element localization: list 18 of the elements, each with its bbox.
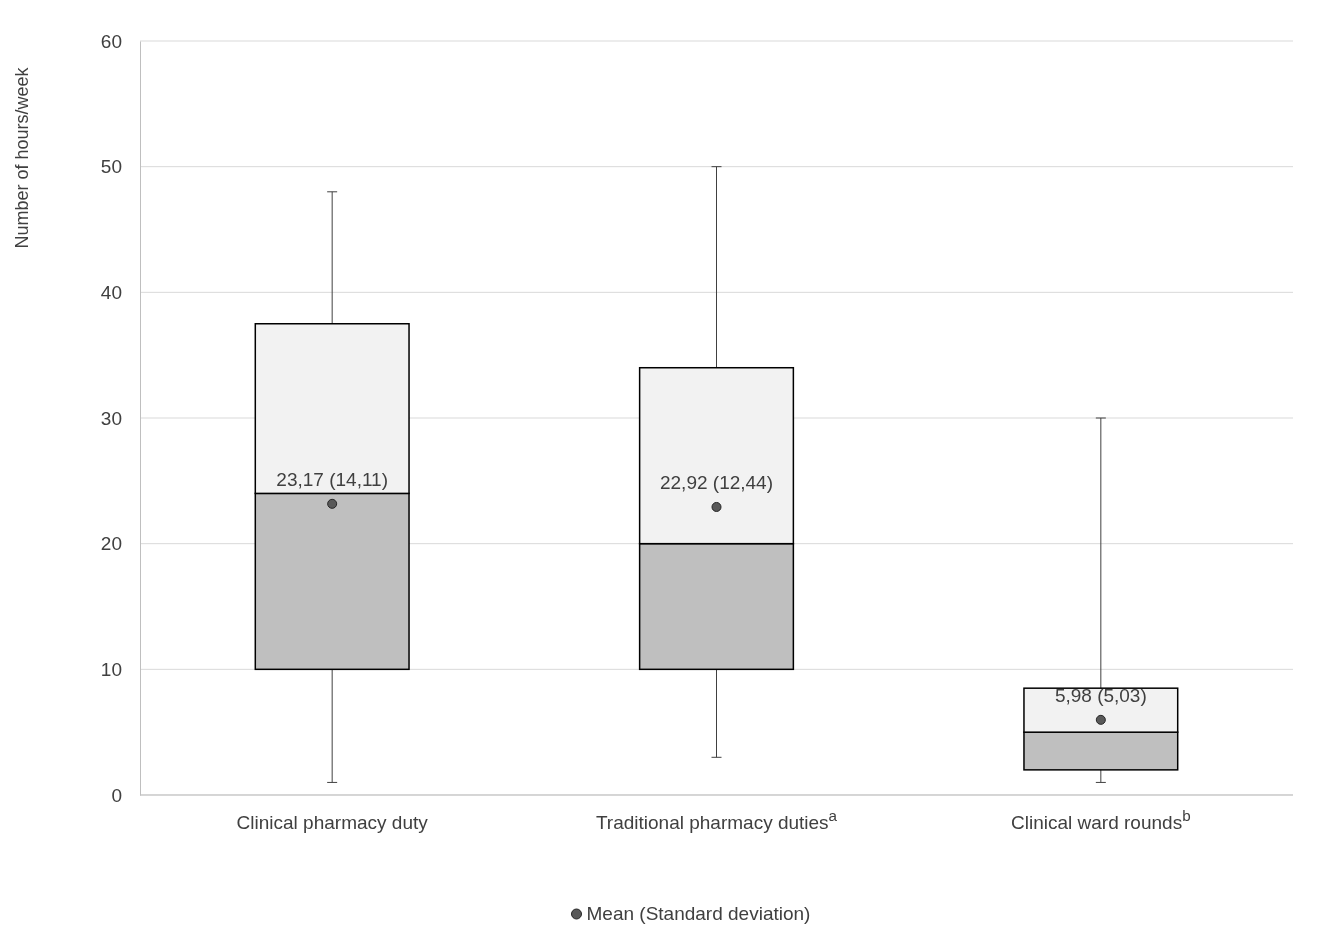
x-tick-label: Traditional pharmacy duties$^{a}$ [595, 806, 838, 833]
y-axis-title: Number of hours/week [12, 66, 32, 249]
y-tick-label: 10 [100, 658, 122, 680]
point [711, 501, 722, 512]
legend-label: Mean (Standard deviation) [586, 903, 811, 924]
data-label: 22,92 (12,44) [659, 471, 774, 493]
x-tick-label: Clinical ward rounds$^{b}$ [1011, 806, 1191, 833]
data-label: 23,17 (14,11) [276, 468, 388, 490]
y-tick-label: 60 [100, 30, 122, 52]
y-tick-label: 20 [100, 533, 122, 555]
point [1095, 714, 1106, 725]
data-label: 5,98 (5,03) [1054, 684, 1147, 706]
point [327, 498, 338, 509]
y-tick-label: 30 [100, 407, 122, 429]
y-tick-label: 40 [100, 281, 122, 303]
x-tick-label: Clinical pharmacy duty [236, 812, 429, 833]
y-tick-label: 0 [111, 784, 122, 806]
y-tick-label: 50 [100, 156, 122, 178]
